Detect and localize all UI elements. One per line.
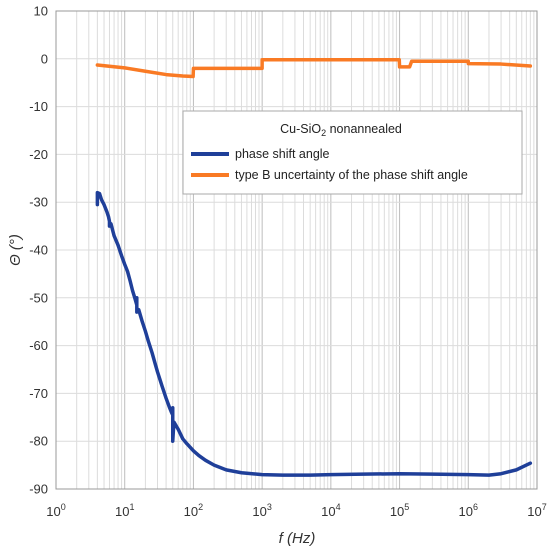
x-tick-label: 105 (390, 502, 409, 519)
legend-label-phase-shift-angle: phase shift angle (235, 147, 330, 161)
y-tick-label: -80 (29, 434, 48, 449)
x-tick-label: 101 (115, 502, 134, 519)
series-group (95, 58, 533, 477)
x-axis-title-main: f (279, 530, 285, 547)
x-tick-label: 107 (527, 502, 546, 519)
y-tick-label: -40 (29, 243, 48, 258)
y-axis-title-unit: (°) (7, 234, 24, 254)
y-axis-title-main: Θ (7, 254, 24, 266)
x-tick-label-base: 10 (321, 504, 335, 519)
x-tick-label: 104 (321, 502, 340, 519)
y-tick-label: -20 (29, 147, 48, 162)
x-tick-label-exponent: 2 (198, 502, 203, 512)
axes: 100 101 102 103 104 105 106 107100-10-20-30-40-… (29, 4, 547, 520)
legend-title-main: Cu-SiO (280, 122, 321, 136)
x-axis-title: f (Hz) (279, 530, 316, 547)
x-tick-label-base: 10 (390, 504, 404, 519)
x-tick-label-base: 10 (115, 504, 129, 519)
x-tick-label: 100 (46, 502, 65, 519)
y-tick-label: -90 (29, 482, 48, 497)
x-tick-label-base: 10 (46, 504, 60, 519)
legend-label-type-b-uncertainty: type B uncertainty of the phase shift an… (235, 168, 468, 182)
y-tick-label: -10 (29, 99, 48, 114)
x-axis-title-unit: (Hz) (283, 530, 316, 547)
y-tick-label: -50 (29, 290, 48, 305)
y-axis-title: Θ (°) (7, 234, 24, 266)
x-tick-label-exponent: 4 (336, 502, 341, 512)
legend: Cu-SiO2 nonannealed phase shift angle ty… (182, 110, 523, 195)
y-tick-label: 10 (34, 4, 48, 19)
series-line-phase-shift-angle (95, 190, 533, 477)
x-tick-label: 102 (184, 502, 203, 519)
y-tick-label: 0 (41, 51, 48, 66)
x-tick-label: 103 (252, 502, 271, 519)
x-tick-label-exponent: 6 (473, 502, 478, 512)
x-tick-label-base: 10 (527, 504, 541, 519)
x-tick-label-exponent: 5 (404, 502, 409, 512)
plot-frame (55, 10, 538, 490)
x-tick-label-base: 10 (184, 504, 198, 519)
y-tick-label: -60 (29, 338, 48, 353)
legend-title-subscript: 2 (321, 128, 326, 138)
y-tick-label: -70 (29, 386, 48, 401)
x-tick-label-exponent: 0 (61, 502, 66, 512)
legend-box (182, 110, 523, 195)
x-tick-label-exponent: 1 (129, 502, 134, 512)
x-tick-label-exponent: 7 (542, 502, 547, 512)
legend-title: Cu-SiO2 nonannealed (280, 122, 402, 138)
legend-title-rest: nonannealed (326, 122, 402, 136)
x-tick-label: 106 (459, 502, 478, 519)
x-tick-label-exponent: 3 (267, 502, 272, 512)
series-line-type-b-uncertainty (95, 58, 533, 79)
x-tick-label-base: 10 (252, 504, 266, 519)
x-tick-label-base: 10 (459, 504, 473, 519)
y-tick-label: -30 (29, 195, 48, 210)
